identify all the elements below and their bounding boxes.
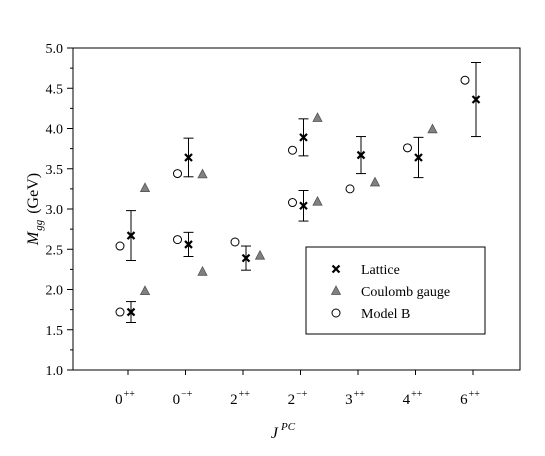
circle-point bbox=[403, 143, 412, 153]
cross-stroke bbox=[356, 150, 366, 160]
y-tick-label: 2.5 bbox=[46, 243, 64, 258]
triangle-point bbox=[254, 249, 266, 260]
x-tick-label: 3++ bbox=[345, 389, 365, 408]
y-axis-title-base: M bbox=[25, 230, 42, 246]
triangle-point bbox=[139, 182, 151, 192]
x-tick-label-sup: ++ bbox=[411, 389, 423, 400]
circle-point bbox=[460, 75, 470, 85]
x-axis-title-base: J bbox=[271, 425, 279, 442]
x-tick-label-sup: ++ bbox=[469, 389, 481, 400]
triangle-point bbox=[139, 285, 151, 296]
legend-label: Coulomb gauge bbox=[361, 285, 450, 300]
x-tick-label: 2−+ bbox=[288, 389, 308, 408]
x-tick-label-sup: −+ bbox=[181, 389, 193, 400]
y-axis-title: Mgg (GeV) bbox=[25, 173, 45, 246]
cross-point bbox=[356, 150, 366, 160]
cross-point bbox=[184, 153, 193, 162]
cross-point bbox=[184, 240, 193, 249]
cross-point bbox=[126, 231, 136, 240]
circle-point bbox=[288, 145, 297, 155]
y-tick-label: 5.0 bbox=[46, 42, 64, 57]
cross-stroke bbox=[414, 153, 423, 162]
legend-circle-marker bbox=[331, 308, 341, 318]
cross-stroke bbox=[126, 307, 136, 317]
x-axis-title-sup: PC bbox=[280, 421, 296, 433]
x-tick-label-base: 0 bbox=[173, 392, 181, 408]
y-tick-label: 3.5 bbox=[46, 163, 64, 178]
cross-stroke bbox=[241, 253, 251, 263]
x-tick-label-base: 2 bbox=[230, 392, 238, 408]
triangle-point bbox=[197, 168, 208, 179]
circle-point bbox=[115, 307, 125, 317]
y-tick-label: 3.0 bbox=[46, 203, 64, 218]
x-tick-label-base: 3 bbox=[345, 392, 353, 408]
markers bbox=[115, 75, 481, 317]
cross-stroke bbox=[471, 95, 481, 104]
cross-point bbox=[241, 253, 251, 263]
triangle-point bbox=[197, 265, 208, 276]
x-axis: 0++ 0−+ 2++ 2−+ 3++ 4++ 6++ bbox=[115, 370, 480, 408]
x-tick-label: 0++ bbox=[115, 389, 135, 408]
y-tick-label: 4.0 bbox=[46, 123, 64, 138]
cross-point bbox=[126, 307, 136, 317]
cross-stroke bbox=[299, 133, 308, 142]
cross-point bbox=[471, 95, 481, 104]
x-tick-label-base: 4 bbox=[403, 392, 411, 408]
cross-point bbox=[299, 133, 308, 142]
legend-label: Lattice bbox=[361, 263, 400, 278]
circle-point bbox=[173, 169, 182, 179]
circle-point bbox=[230, 237, 240, 247]
triangle-point bbox=[312, 195, 323, 206]
cross-stroke bbox=[126, 231, 136, 240]
cross-stroke bbox=[299, 201, 308, 211]
triangle-point bbox=[427, 123, 438, 134]
x-tick-label: 6++ bbox=[460, 389, 480, 408]
x-tick-label-sup: −+ bbox=[296, 389, 308, 400]
x-axis-title: J PC bbox=[271, 421, 296, 442]
cross-point bbox=[414, 153, 423, 162]
circle-point bbox=[345, 184, 355, 194]
triangle-point bbox=[369, 176, 381, 187]
cross-stroke bbox=[184, 240, 193, 249]
y-tick-label: 2.0 bbox=[46, 284, 64, 299]
triangle-point bbox=[312, 112, 323, 122]
cross-point bbox=[299, 201, 308, 211]
x-tick-label-base: 6 bbox=[460, 392, 468, 408]
y-tick-label: 1.0 bbox=[46, 364, 64, 379]
x-tick-label-base: 2 bbox=[288, 392, 296, 408]
x-tick-label-sup: ++ bbox=[124, 389, 136, 400]
x-tick-label-sup: ++ bbox=[239, 389, 251, 400]
y-axis: 1.0 1.5 2.0 2.5 3.0 3.5 4.0 4.5 5.0 bbox=[46, 42, 73, 379]
x-tick-label: 2++ bbox=[230, 389, 250, 408]
y-tick-label: 1.5 bbox=[46, 324, 64, 339]
circle-point bbox=[173, 235, 182, 245]
y-tick-label: 4.5 bbox=[46, 82, 64, 97]
y-axis-title-unit: (GeV) bbox=[25, 173, 42, 214]
cross-stroke bbox=[184, 153, 193, 162]
cross-stroke bbox=[331, 264, 341, 274]
legend-triangle-marker bbox=[330, 285, 342, 295]
x-tick-label: 0−+ bbox=[173, 389, 193, 408]
y-axis-title-sub: gg bbox=[33, 219, 45, 231]
x-tick-label-sup: ++ bbox=[354, 389, 366, 400]
legend-label: Model B bbox=[361, 307, 410, 322]
legend: Lattice Coulomb gauge Model B bbox=[305, 246, 486, 335]
circle-point bbox=[115, 241, 125, 251]
legend-cross-marker bbox=[331, 264, 341, 274]
x-tick-label-base: 0 bbox=[115, 392, 123, 408]
x-tick-label: 4++ bbox=[403, 389, 423, 408]
circle-point bbox=[288, 198, 297, 208]
